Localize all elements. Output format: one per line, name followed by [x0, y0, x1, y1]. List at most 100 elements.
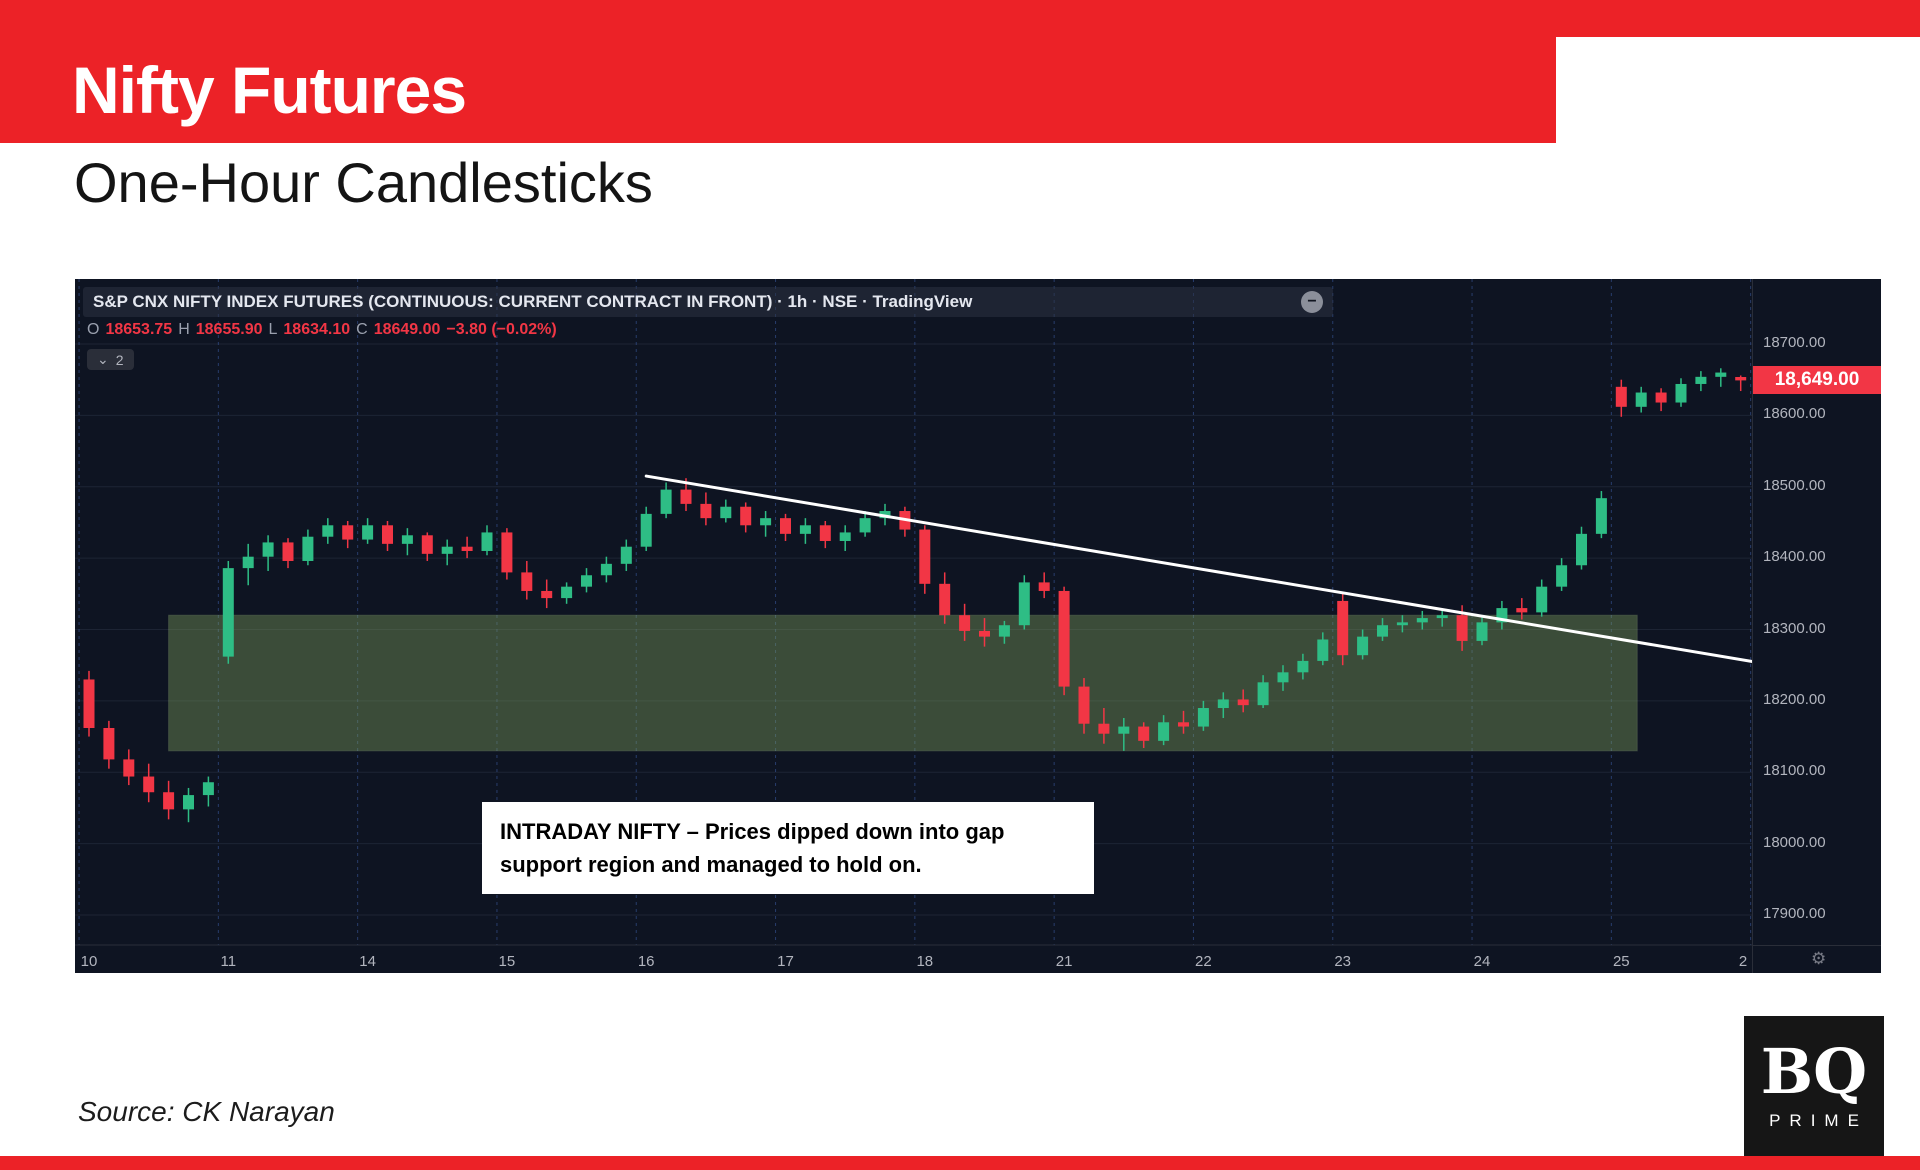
candle [1357, 629, 1369, 660]
candle [202, 776, 214, 807]
trendline-layer [644, 474, 1753, 664]
ohlc-readout: O 18653.75 H 18655.90 L 18634.10 C 18649… [87, 321, 557, 339]
candle [103, 720, 115, 769]
candle [1416, 610, 1428, 630]
title-banner: Nifty Futures [0, 37, 1556, 143]
candle [1118, 718, 1130, 751]
candle [899, 506, 911, 537]
candle [839, 525, 851, 551]
candle [1536, 579, 1548, 617]
bq-prime-logo: BQ PRIME [1744, 1016, 1884, 1156]
price-axis-label: 18200.00 [1763, 690, 1826, 708]
candle [1496, 600, 1508, 630]
candle [1297, 653, 1309, 680]
time-axis-label: 11 [221, 953, 237, 970]
gap-support-region [168, 614, 1638, 752]
candle [342, 521, 354, 549]
bottom-red-strip [0, 1156, 1920, 1170]
candle [83, 670, 95, 737]
high-value: 18655.90 [195, 321, 263, 338]
price-axis-label: 18500.00 [1763, 476, 1826, 494]
candle [1217, 692, 1229, 719]
price-axis-label: 17900.00 [1763, 905, 1826, 922]
price-axis-label: 18600.00 [1763, 405, 1826, 423]
candle [1337, 593, 1349, 666]
legend-collapse-badge[interactable]: ⌄ 2 [87, 349, 134, 370]
time-axis-label: 14 [359, 953, 376, 970]
minimize-icon[interactable]: − [1301, 291, 1323, 313]
price-axis-label: 18300.00 [1763, 619, 1826, 637]
page-subtitle: One-Hour Candlesticks [74, 151, 653, 214]
candle [362, 518, 374, 544]
legend-badge-count: 2 [115, 351, 124, 368]
chart-legend-bar: S&P CNX NIFTY INDEX FUTURES (CONTINUOUS:… [83, 287, 1333, 317]
candle [1317, 632, 1329, 666]
candle [640, 506, 652, 551]
candle [1476, 615, 1488, 646]
logo-prime-text: PRIME [1769, 1111, 1868, 1130]
time-axis-label: 25 [1613, 953, 1630, 970]
time-axis-label: 2 [1739, 953, 1747, 970]
candle [919, 525, 931, 594]
candle [1078, 678, 1090, 734]
time-axis[interactable]: 10 11 14 15 16 17 18 21 22 23 24 25 2 [81, 953, 1748, 970]
candle [1675, 378, 1687, 407]
candle [421, 532, 433, 561]
candle [1516, 598, 1528, 620]
candle [1615, 379, 1627, 417]
close-label: C [356, 321, 368, 338]
time-axis-label: 24 [1474, 953, 1491, 970]
time-axis-label: 21 [1056, 953, 1073, 970]
price-axis-label: 18400.00 [1763, 548, 1826, 566]
close-value: 18649.00 [373, 321, 441, 338]
gear-icon[interactable]: ⚙ [1811, 949, 1827, 968]
candle [581, 568, 592, 593]
price-axis-label: 18000.00 [1763, 833, 1826, 851]
candle [1138, 722, 1150, 748]
candle [242, 543, 254, 586]
candle [1038, 572, 1050, 599]
candle [1257, 675, 1269, 709]
candle [541, 579, 553, 609]
candle [1158, 715, 1170, 746]
price-axis[interactable]: 18,649.00 ⚙ 18700.00 18600.00 18500.00 1840… [1752, 279, 1881, 973]
candle [521, 560, 533, 600]
candle [780, 513, 791, 541]
candle [322, 518, 334, 544]
candle [1396, 615, 1408, 633]
time-axis-label: 17 [777, 953, 794, 970]
candle [1178, 710, 1189, 734]
open-value: 18653.75 [105, 321, 173, 338]
candle [1018, 575, 1030, 630]
candle [1576, 526, 1587, 570]
candle [760, 511, 772, 537]
tradingview-chart[interactable]: 10 11 14 15 16 17 18 21 22 23 24 25 2 S&P CNX NIFTY … [75, 279, 1881, 973]
open-label: O [87, 321, 100, 338]
candle [1556, 558, 1568, 591]
candle [401, 528, 413, 556]
candle [143, 763, 155, 803]
candle [1595, 491, 1607, 539]
page-title: Nifty Futures [72, 53, 467, 127]
logo-bq-text: BQ [1760, 1035, 1868, 1108]
candle [1058, 586, 1070, 696]
candle [282, 538, 294, 569]
candle [561, 582, 573, 604]
high-label: H [178, 321, 190, 338]
top-red-strip [0, 0, 1920, 37]
candle [1695, 371, 1707, 392]
candle [481, 525, 493, 556]
low-value: 18634.10 [283, 321, 351, 338]
candle [1197, 700, 1209, 731]
time-axis-label: 16 [638, 953, 655, 970]
low-label: L [268, 321, 278, 338]
candle [302, 529, 314, 566]
candle [1715, 368, 1727, 387]
candle [1436, 608, 1448, 627]
candle [222, 560, 234, 664]
candle [183, 787, 194, 823]
candle [959, 603, 971, 641]
candle [819, 521, 831, 549]
candle [600, 556, 612, 583]
